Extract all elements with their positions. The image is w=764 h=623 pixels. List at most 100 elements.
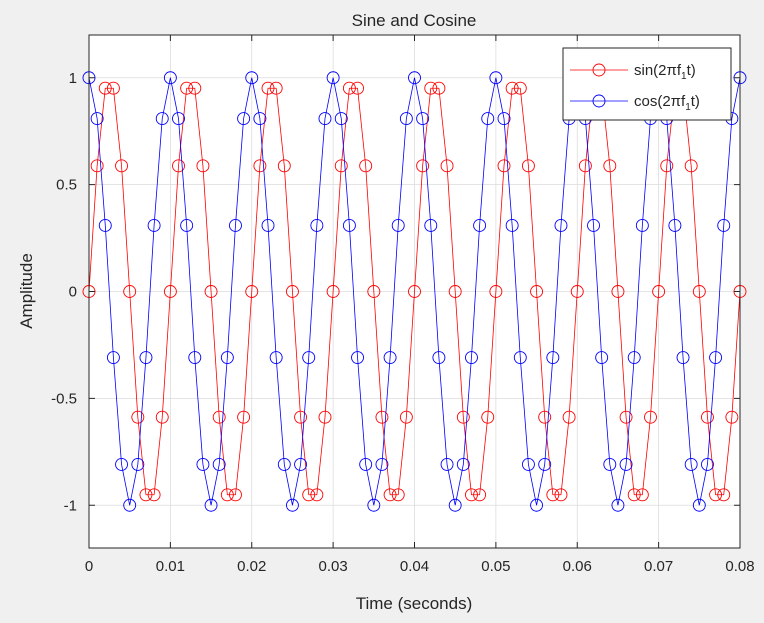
data-point-sin (90, 159, 104, 173)
legend-marker-sin (592, 63, 606, 77)
data-point-cos (139, 351, 153, 364)
data-point-sin (701, 410, 714, 424)
data-point-sin (123, 285, 137, 298)
legend-label-cos-sub: 1 (685, 102, 691, 113)
data-point-cos (212, 457, 226, 471)
data-point-cos (351, 351, 364, 364)
data-point-sin (619, 410, 633, 424)
y-tick-label: 0.5 (56, 177, 77, 194)
tick-labels: 0 0.01 0.02 0.03 0.04 0.05 0.06 0.07 0.08 -1 -0.5 0… (51, 70, 754, 575)
legend-label-cos: cos(2πf1t) (634, 93, 700, 113)
data-point-sin (334, 159, 348, 173)
data-point-sin (115, 159, 129, 173)
data-point-cos (521, 457, 535, 471)
data-point-sin (196, 159, 210, 173)
data-point-sin (302, 488, 316, 502)
legend[interactable]: sin(2πf1t) cos(2πf1t) (562, 47, 732, 121)
data-point-cos (619, 457, 633, 471)
data-point-cos (98, 219, 112, 232)
y-tick-label: 0 (69, 284, 77, 301)
data-point-cos (481, 112, 495, 126)
data-point-cos (359, 457, 373, 471)
data-point-cos (367, 498, 381, 512)
data-point-sin (391, 488, 405, 502)
data-point-cos (188, 351, 202, 364)
data-point-cos (310, 219, 324, 232)
data-point-cos (489, 71, 503, 85)
legend-entry-cos[interactable]: cos(2πf1t) (570, 93, 700, 113)
data-point-sin (497, 159, 511, 173)
data-point-sin (367, 285, 381, 298)
data-point-sin (424, 81, 438, 95)
data-point-cos (505, 219, 519, 232)
x-tick-label: 0.07 (644, 558, 673, 575)
data-point-cos (318, 112, 332, 126)
data-point-sin (692, 285, 706, 298)
data-point-sin (521, 159, 535, 173)
data-point-sin (163, 285, 177, 298)
legend-label-sin-sub: 1 (681, 71, 687, 82)
data-point-cos (587, 219, 600, 232)
x-tick-label: 0.04 (400, 558, 429, 575)
data-point-cos (701, 457, 714, 471)
data-point-sin (660, 159, 674, 173)
data-point-cos (440, 457, 454, 471)
data-point-cos (635, 219, 649, 232)
data-point-sin (359, 159, 373, 173)
data-point-sin (229, 488, 242, 502)
data-point-sin (188, 81, 202, 95)
x-tick-label: 0.03 (319, 558, 348, 575)
data-point-cos (465, 351, 478, 364)
data-point-sin (326, 285, 340, 298)
data-point-cos (668, 219, 682, 232)
data-point-sin (408, 285, 421, 298)
data-point-sin (212, 410, 226, 424)
legend-entry-sin[interactable]: sin(2πf1t) (570, 62, 696, 82)
legend-label-sin-tail: t) (687, 62, 696, 79)
x-tick-label: 0.02 (237, 558, 266, 575)
data-point-sin (644, 410, 657, 424)
legend-label-cos-main: cos(2πf (634, 93, 686, 110)
data-point-sin (261, 81, 275, 95)
data-point-sin (448, 285, 462, 298)
data-point-cos (603, 457, 617, 471)
data-point-cos (90, 112, 104, 126)
data-point-sin (489, 285, 503, 298)
data-point-cos (554, 219, 568, 232)
data-point-cos (611, 498, 625, 512)
data-point-sin (578, 159, 592, 173)
data-point-cos (342, 219, 356, 232)
legend-label-cos-tail: t) (691, 93, 700, 110)
data-point-cos (416, 112, 430, 126)
data-point-sin (237, 410, 251, 424)
y-axis-label: Amplitude (17, 253, 36, 329)
data-point-cos (684, 457, 698, 471)
data-point-cos (448, 498, 462, 512)
data-point-sin (652, 285, 666, 298)
data-point-sin (546, 488, 560, 502)
data-point-sin (440, 159, 454, 173)
data-point-cos (717, 219, 731, 232)
y-tick-label: 1 (69, 70, 77, 87)
data-point-cos (473, 219, 487, 232)
data-point-cos (106, 351, 120, 364)
series-line-cos (88, 77, 741, 506)
data-point-sin (383, 488, 397, 502)
data-point-cos (497, 112, 511, 126)
data-point-sin (253, 159, 267, 173)
data-point-cos (530, 498, 544, 512)
legend-box (562, 47, 732, 121)
chart-title: Sine and Cosine (352, 11, 477, 30)
data-point-sin (530, 285, 544, 298)
data-point-cos (172, 112, 185, 126)
data-point-cos (302, 351, 316, 364)
data-point-sin (684, 159, 698, 173)
data-point-sin (204, 285, 218, 298)
data-point-cos (163, 71, 177, 85)
data-point-cos (432, 351, 446, 364)
x-axis-label: Time (seconds) (356, 594, 473, 613)
x-tick-label: 0.06 (563, 558, 592, 575)
data-point-cos (692, 498, 706, 512)
